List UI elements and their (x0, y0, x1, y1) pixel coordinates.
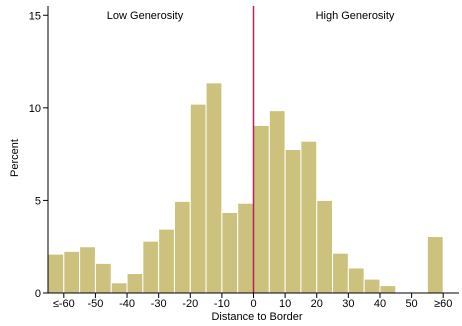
histogram-bar (142, 240, 160, 294)
histogram-bar (110, 282, 128, 294)
histogram-bar (189, 103, 207, 294)
x-tick-label: ≤-60 (53, 298, 75, 310)
histogram-bar (237, 202, 254, 294)
histogram-bar (79, 246, 96, 294)
histogram-bar (173, 200, 191, 294)
histogram-bar (347, 267, 365, 294)
annotation-high-generosity: High Generosity (316, 10, 395, 22)
histogram-bar (379, 285, 397, 294)
x-tick-label: -40 (119, 298, 135, 310)
bars-group (47, 82, 444, 294)
y-tick-label: 10 (29, 103, 41, 115)
y-tick-label: 5 (35, 195, 41, 207)
x-tick-label: -10 (214, 298, 230, 310)
histogram-bar (268, 110, 286, 294)
y-ticks-group: 0 5 10 15 (29, 10, 48, 300)
x-ticks-group: ≤-60 -50 -40 -30 -20 -10 0 10 20 30 40 50 ≥60 (53, 293, 452, 310)
histogram-bar (205, 82, 223, 294)
histogram-bar (221, 211, 239, 294)
histogram-bar (284, 149, 302, 294)
x-tick-label: -30 (151, 298, 167, 310)
histogram-bar (126, 273, 144, 294)
histogram-bar (253, 124, 270, 294)
annotation-low-generosity: Low Generosity (107, 10, 184, 22)
histogram-bar (363, 278, 381, 294)
histogram-bar (316, 199, 334, 294)
x-axis-label: Distance to Border (211, 311, 302, 323)
histogram-bar (158, 228, 175, 294)
histogram-bar (47, 253, 65, 294)
x-tick-label: 50 (405, 298, 417, 310)
x-tick-label: 20 (311, 298, 323, 310)
histogram-bar (63, 250, 81, 294)
x-tick-label: -20 (182, 298, 198, 310)
y-tick-label: 15 (29, 10, 41, 22)
x-tick-label: 10 (279, 298, 291, 310)
histogram-bar (94, 262, 112, 294)
x-tick-label: 40 (374, 298, 386, 310)
histogram-bar (332, 252, 349, 294)
histogram-bar (426, 236, 444, 294)
histogram-bar (300, 140, 318, 294)
y-tick-label: 0 (35, 288, 41, 300)
x-tick-label: 0 (250, 298, 256, 310)
x-tick-label: ≥60 (434, 298, 452, 310)
y-axis-label: Percent (9, 139, 21, 177)
x-tick-label: -50 (87, 298, 103, 310)
x-tick-label: 30 (342, 298, 354, 310)
